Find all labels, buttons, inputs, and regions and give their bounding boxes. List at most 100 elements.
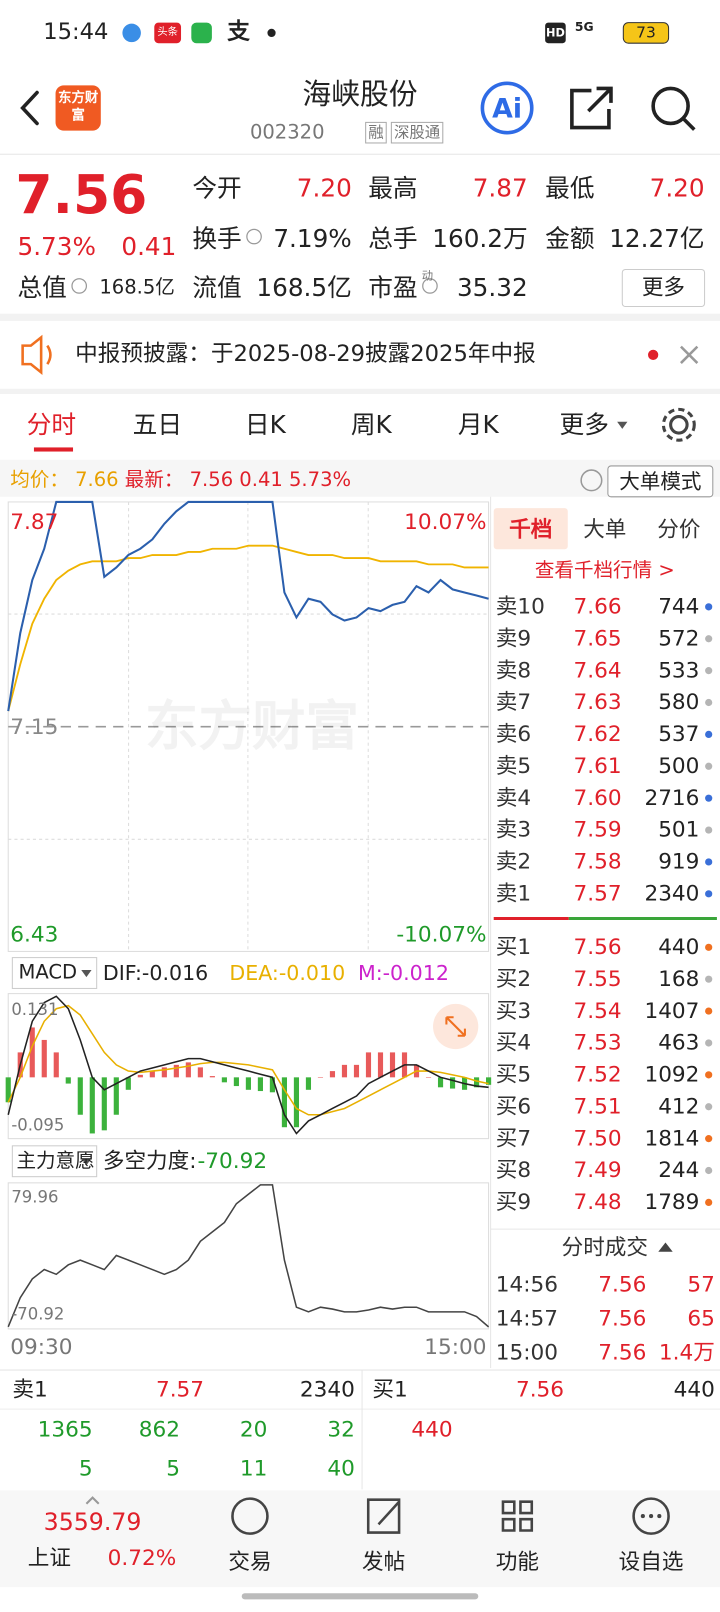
macd-bar <box>161 1067 167 1078</box>
indicator-select[interactable] <box>11 957 98 989</box>
hd-icon <box>545 22 566 44</box>
status-time: 15:44 <box>43 19 109 46</box>
book-label: 买8 <box>495 1157 532 1183</box>
book-dot <box>705 858 713 866</box>
macd-bar <box>101 1077 107 1131</box>
field-label: 总值 <box>17 273 67 303</box>
macd-bar <box>425 1077 432 1078</box>
macd-bar <box>29 1027 35 1078</box>
book-price: 7.48 <box>573 1189 622 1215</box>
logo-text: 东方财富 <box>58 90 99 124</box>
book-volume: 1814 <box>644 1125 700 1151</box>
book-price: 7.57 <box>573 880 622 906</box>
book-dot <box>705 826 713 834</box>
help-icon[interactable] <box>580 469 603 492</box>
pct-top: 10.07% <box>404 509 487 535</box>
dropdown-icon <box>81 969 92 978</box>
book-dot <box>705 1166 713 1175</box>
macd-bar <box>377 1052 384 1078</box>
watchlist-icon[interactable] <box>632 1497 670 1535</box>
macd-bar <box>209 1076 215 1078</box>
more-button-text[interactable]: 更多 <box>641 275 686 300</box>
share-icon[interactable] <box>570 86 613 130</box>
book-volume: 501 <box>658 817 700 842</box>
book-link[interactable]: 查看千档行情 > <box>534 559 675 582</box>
book-tab[interactable]: 千档 <box>509 516 553 542</box>
indicator-name[interactable]: MACD <box>18 961 78 984</box>
mode-button-text[interactable]: 大单模式 <box>619 469 702 494</box>
up-icon <box>85 1496 100 1505</box>
macd-bar <box>293 1077 300 1128</box>
book-label: 买6 <box>495 1093 532 1119</box>
ai-icon-glyph: Ai <box>492 93 522 124</box>
notice-text: 中报预披露：于2025-08-29披露2025年中报 <box>75 341 536 368</box>
macd-bar <box>329 1071 336 1078</box>
book-price: 7.66 <box>573 593 622 619</box>
battery <box>622 22 670 44</box>
close-icon[interactable] <box>680 345 699 364</box>
trade-volume: 65 <box>687 1305 715 1331</box>
function-icon[interactable] <box>501 1500 534 1532</box>
dea-label: DEA:-0.010 <box>229 960 346 986</box>
tab[interactable]: 日K <box>244 410 286 440</box>
macd-bar <box>233 1077 239 1087</box>
nav-item[interactable]: 交易 <box>228 1549 272 1575</box>
dot <box>640 1514 645 1519</box>
indicator-name[interactable]: 主力意愿 <box>16 1149 95 1173</box>
search-icon[interactable] <box>651 86 690 126</box>
field-label: 总手 <box>368 224 418 254</box>
tab[interactable]: 分时 <box>26 410 77 440</box>
macd-bar <box>185 1062 191 1078</box>
book-dot <box>705 730 713 738</box>
l1-volume: 440 <box>673 1376 715 1402</box>
queue-volume: 1365 <box>37 1416 93 1442</box>
tab[interactable]: 五日 <box>132 410 183 440</box>
tab[interactable]: 更多 <box>559 410 609 440</box>
trade-icon[interactable] <box>231 1497 269 1535</box>
info-icon <box>246 228 262 245</box>
tab[interactable]: 月K <box>457 410 499 440</box>
time-start: 09:30 <box>10 1334 73 1360</box>
book-volume: 919 <box>658 849 700 874</box>
book-price: 7.61 <box>573 753 622 779</box>
book-tab[interactable]: 分价 <box>657 516 701 542</box>
book-dot <box>705 1007 713 1015</box>
nav-item[interactable]: 功能 <box>495 1549 539 1575</box>
book-dot <box>705 603 713 611</box>
book-tab[interactable]: 大单 <box>583 516 627 542</box>
expand-icon <box>445 1016 466 1037</box>
book-volume: 2716 <box>644 785 700 810</box>
info-text: 5.73% <box>288 468 352 492</box>
macd-bar <box>173 1064 179 1078</box>
field-label: 市盈 <box>368 273 418 303</box>
field-label: 最高 <box>368 173 418 203</box>
band <box>0 388 720 394</box>
field-value: 7.19% <box>273 224 352 254</box>
book-volume: 168 <box>658 966 700 992</box>
tab[interactable]: 周K <box>350 410 392 440</box>
status-hd: HD <box>545 26 565 40</box>
y-axis-mid: 7.15 <box>10 713 59 739</box>
mode-button[interactable] <box>607 465 714 498</box>
nav-item[interactable]: 发帖 <box>362 1549 406 1575</box>
back-icon[interactable] <box>20 90 39 126</box>
book-volume: 500 <box>658 753 700 779</box>
pct-bottom: -10.07% <box>396 922 487 947</box>
info-icon <box>71 278 88 294</box>
indicator-select[interactable] <box>11 1145 98 1178</box>
settings-icon[interactable] <box>669 415 689 435</box>
avg-line <box>7 544 489 712</box>
field-value: 7.20 <box>296 173 352 203</box>
notification-dot <box>267 28 276 38</box>
nav-item[interactable]: 设自选 <box>618 1549 684 1575</box>
field-value: 12.27亿 <box>609 224 705 254</box>
macd-bar <box>197 1067 203 1078</box>
trade-price: 7.56 <box>598 1339 647 1365</box>
macd-bar <box>149 1071 155 1078</box>
index-value[interactable]: 3559.79 <box>43 1509 142 1537</box>
ai-icon[interactable] <box>480 81 534 135</box>
more-button[interactable] <box>621 268 706 308</box>
y-axis-bottom: 6.43 <box>10 922 59 947</box>
book-dot <box>705 1198 713 1206</box>
post-icon[interactable] <box>366 1498 401 1534</box>
